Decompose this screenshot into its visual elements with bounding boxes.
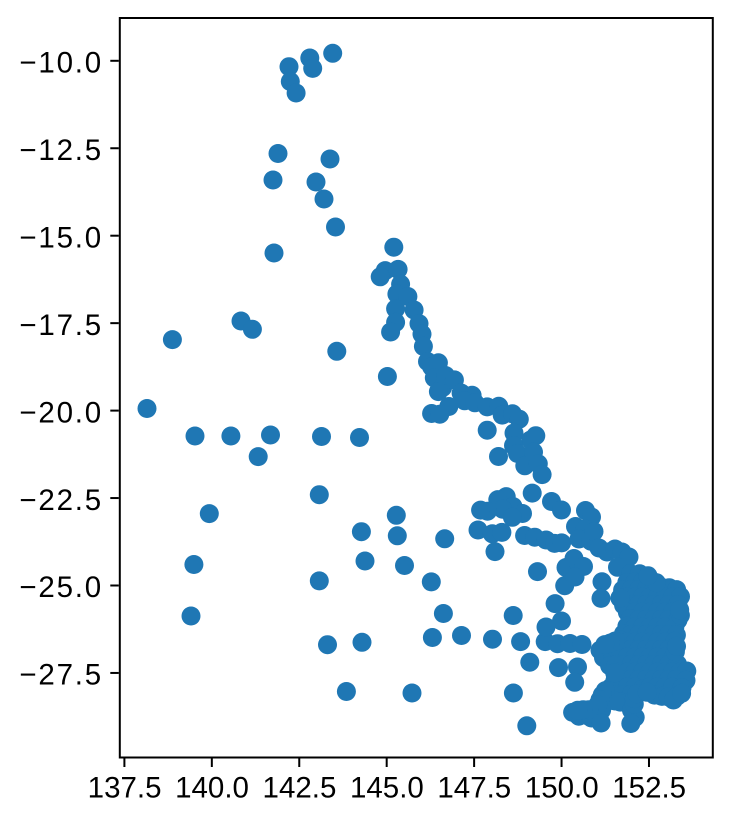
svg-text:−10.0: −10.0 — [19, 47, 103, 80]
svg-text:137.5: 137.5 — [88, 771, 162, 804]
svg-text:−15.0: −15.0 — [19, 221, 103, 254]
svg-text:−20.0: −20.0 — [19, 396, 103, 429]
svg-text:152.5: 152.5 — [612, 771, 686, 804]
svg-text:145.0: 145.0 — [350, 771, 424, 804]
svg-text:−17.5: −17.5 — [19, 309, 103, 342]
svg-text:−27.5: −27.5 — [19, 659, 103, 692]
svg-text:−12.5: −12.5 — [19, 134, 103, 167]
svg-text:147.5: 147.5 — [437, 771, 511, 804]
svg-text:−25.0: −25.0 — [19, 571, 103, 604]
svg-text:150.0: 150.0 — [525, 771, 599, 804]
svg-text:142.5: 142.5 — [263, 771, 337, 804]
svg-text:140.0: 140.0 — [175, 771, 249, 804]
svg-text:−22.5: −22.5 — [19, 484, 103, 517]
